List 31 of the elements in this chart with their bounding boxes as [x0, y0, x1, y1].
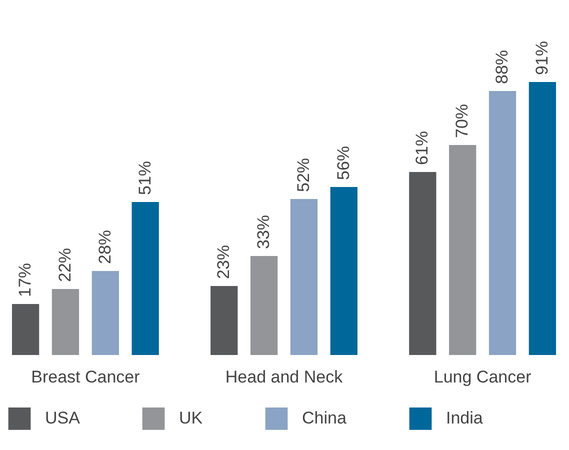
x-tick-label: Breast Cancer [31, 368, 140, 386]
data-label: 88% [492, 50, 512, 84]
bar [52, 289, 80, 355]
bar [92, 271, 119, 355]
bar [12, 304, 40, 355]
bar [528, 82, 556, 355]
data-label: 91% [532, 40, 552, 75]
data-label: 61% [412, 130, 432, 165]
bar [488, 91, 516, 355]
bar [330, 187, 358, 355]
x-tick-label: Head and Neck [225, 368, 344, 386]
data-label: 52% [294, 158, 313, 192]
bar [409, 172, 436, 355]
data-label: 51% [135, 160, 154, 195]
legend-label: China [302, 408, 347, 428]
data-label: 17% [16, 262, 35, 297]
legend-label: USA [45, 408, 81, 428]
x-tick-label: Lung Cancer [434, 368, 532, 386]
bar [290, 199, 318, 355]
legend-label: India [446, 408, 484, 428]
bar [210, 286, 238, 355]
data-label: 28% [95, 230, 114, 264]
data-label: 23% [214, 244, 234, 279]
data-label: 22% [55, 248, 74, 282]
data-label: 70% [452, 104, 472, 138]
data-label: 56% [334, 146, 353, 180]
data-label: 33% [254, 214, 274, 249]
bar [250, 256, 278, 355]
legend-label: UK [179, 408, 204, 428]
bar [132, 202, 159, 355]
bar [449, 145, 476, 355]
